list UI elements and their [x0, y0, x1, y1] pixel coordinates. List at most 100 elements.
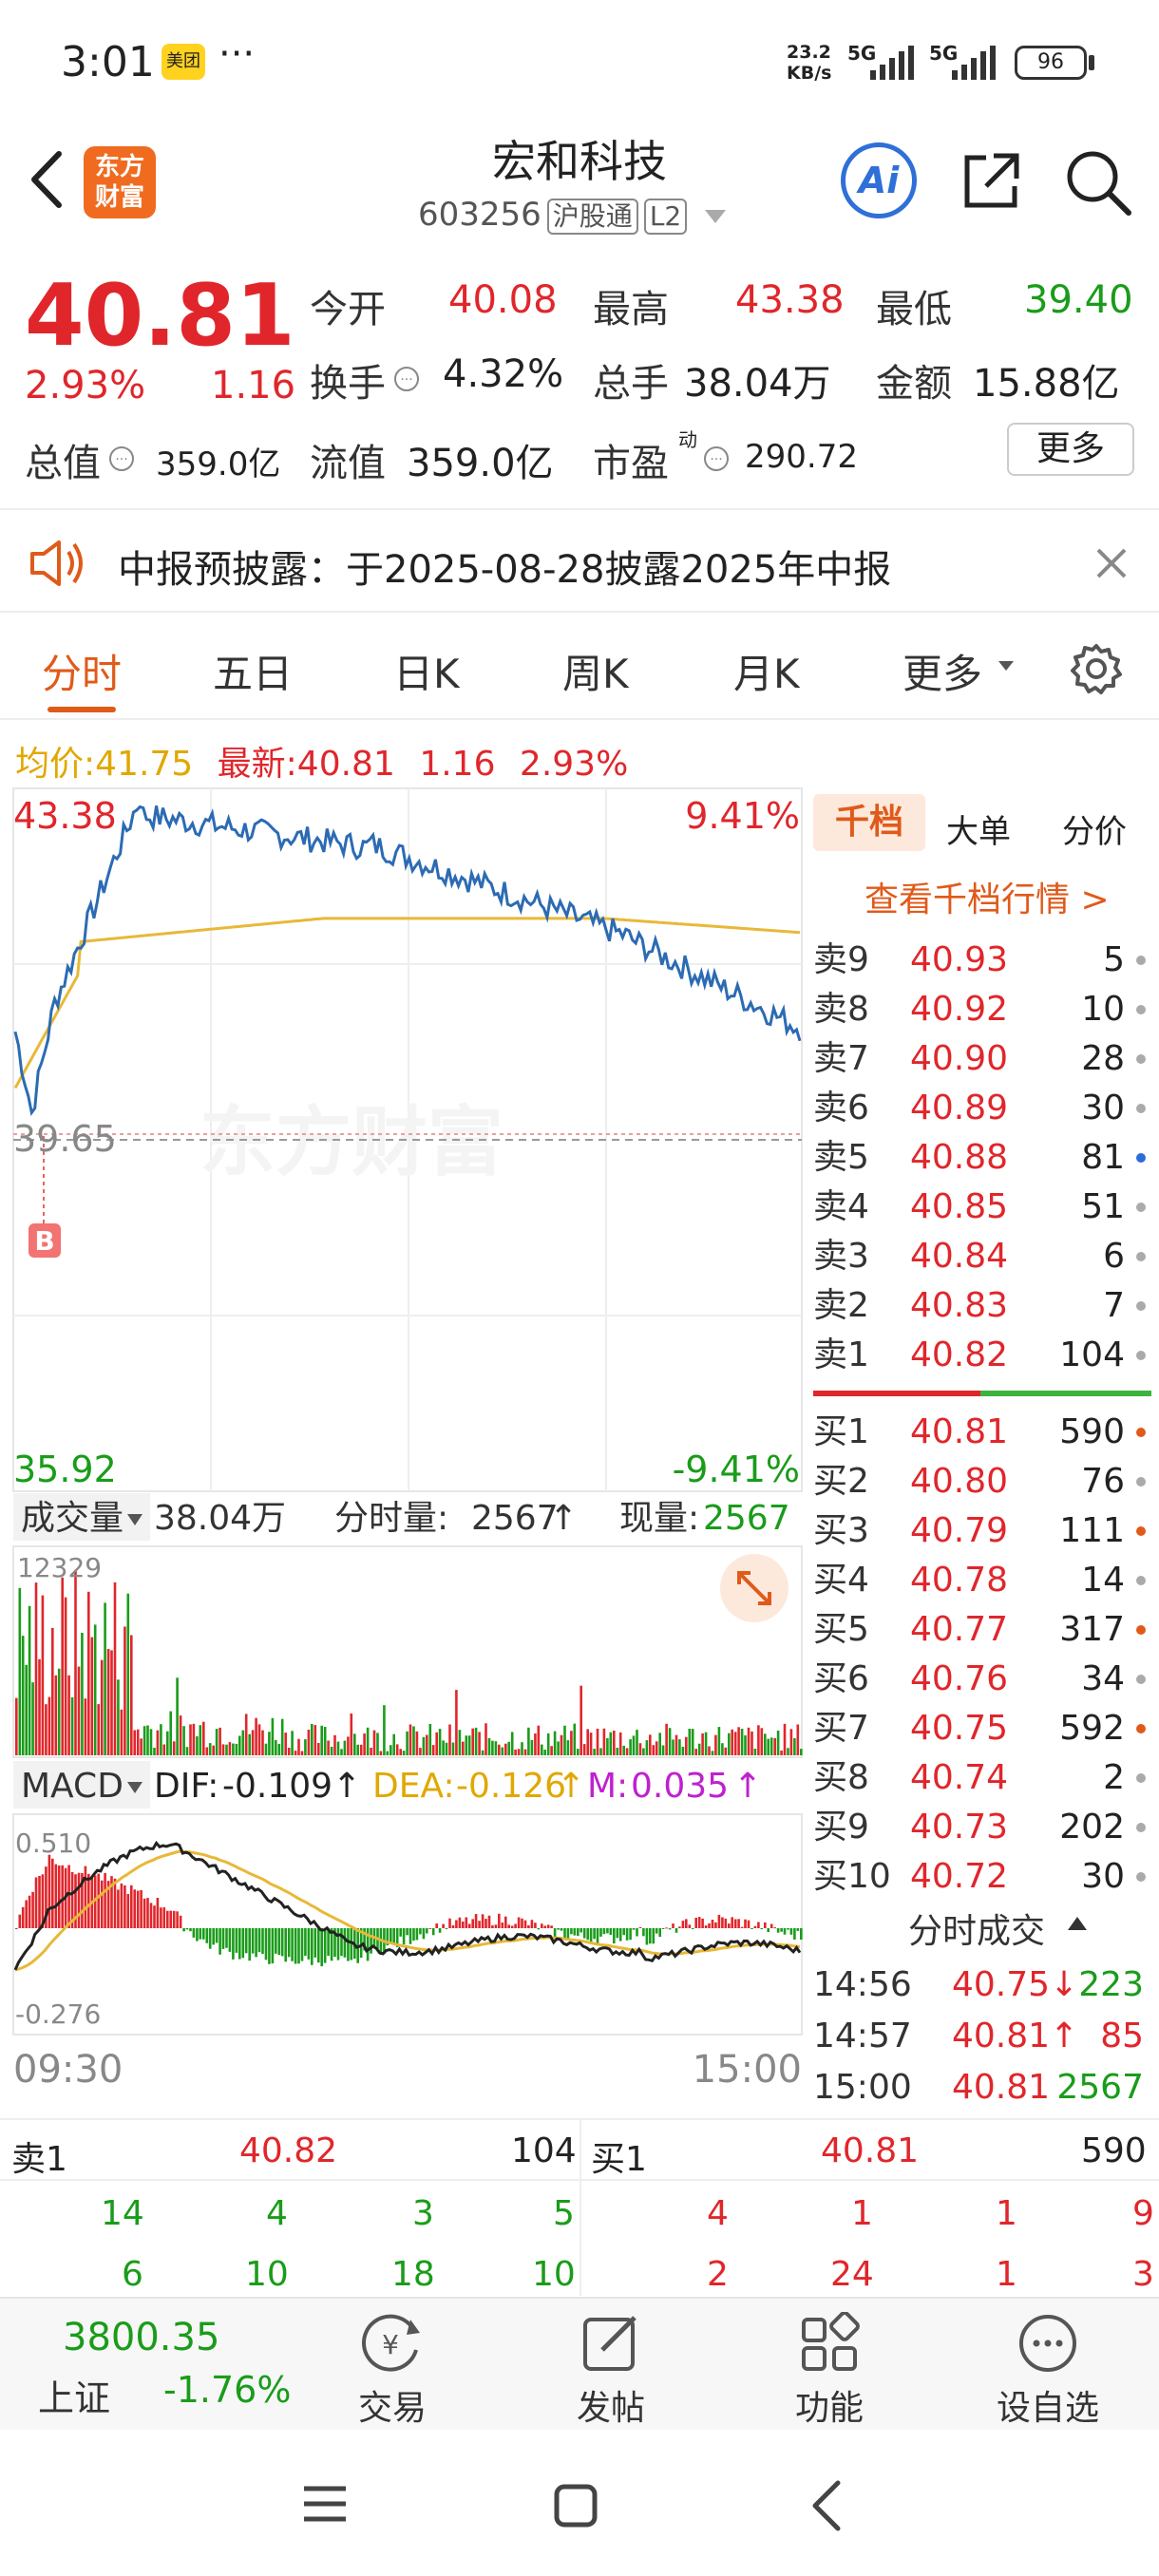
- macd-bar: [235, 1928, 238, 1953]
- bid-row[interactable]: 买4 40.78 14: [813, 1556, 1150, 1605]
- ask-row[interactable]: 卖8 40.92 10: [813, 985, 1150, 1034]
- intraday-chart[interactable]: 东方财富 B 43.38 39.65 35.92 9.41% -9.41% 成交…: [0, 779, 808, 2118]
- share-icon[interactable]: [958, 148, 1024, 215]
- ask-row[interactable]: 卖2 40.83 7: [813, 1281, 1150, 1331]
- index-pct[interactable]: -1.76%: [163, 2369, 292, 2411]
- bid-row[interactable]: 买7 40.75 592: [813, 1704, 1150, 1753]
- search-icon[interactable]: [1064, 148, 1132, 217]
- nav-functions[interactable]: 功能: [794, 2389, 864, 2428]
- volume-bar: [697, 1743, 701, 1755]
- volume-bar: [402, 1751, 406, 1755]
- bid-row[interactable]: 买8 40.74 2: [813, 1753, 1150, 1803]
- nav-trade[interactable]: 交易: [357, 2389, 427, 2428]
- dea-value: -0.126: [456, 1767, 566, 1806]
- pe-info-icon[interactable]: ···: [703, 445, 730, 472]
- bid-dot-icon: [1136, 1724, 1146, 1733]
- volume-bar: [343, 1740, 347, 1755]
- eastmoney-logo[interactable]: 东方 财富: [84, 146, 156, 218]
- macd-bar: [467, 1923, 471, 1928]
- vol-selector-bg[interactable]: [13, 1493, 150, 1541]
- bid-row[interactable]: 买3 40.79 111: [813, 1506, 1150, 1556]
- bid-row[interactable]: 买5 40.77 317: [813, 1605, 1150, 1655]
- ask-row[interactable]: 卖9 40.93 5: [813, 936, 1150, 985]
- volume-bar: [566, 1740, 570, 1755]
- ask-price: 40.93: [910, 940, 1009, 979]
- macd-label[interactable]: MACD: [21, 1767, 124, 1806]
- buy-marker[interactable]: [28, 1223, 61, 1258]
- nav-add-watchlist[interactable]: 设自选: [996, 2389, 1099, 2428]
- volume-bar: [390, 1745, 392, 1755]
- panel-tab-price-dist[interactable]: 分价: [1062, 813, 1127, 851]
- nav-post[interactable]: 发帖: [576, 2389, 645, 2428]
- macd-bar: [510, 1925, 514, 1928]
- tab-intraday[interactable]: 分时: [42, 651, 123, 697]
- volume-bar: [126, 1593, 130, 1755]
- ai-button[interactable]: Ai: [841, 142, 917, 218]
- volume-bar: [694, 1749, 697, 1755]
- notice-bar[interactable]: 中报预披露：于2025-08-28披露2025年中报: [0, 508, 1159, 613]
- trade-icon[interactable]: ¥: [359, 2312, 426, 2375]
- ask-row[interactable]: 卖5 40.88 81: [813, 1133, 1150, 1183]
- trades-label[interactable]: 分时成交: [908, 1912, 1046, 1951]
- macd-bar: [87, 1873, 90, 1928]
- ask-row[interactable]: 卖7 40.90 28: [813, 1034, 1150, 1084]
- vol-label[interactable]: 成交量: [21, 1499, 124, 1538]
- volume-bar: [336, 1741, 340, 1755]
- volume-bar: [21, 1636, 25, 1755]
- more-button[interactable]: 更多: [1007, 423, 1134, 476]
- macd-bar: [244, 1928, 248, 1954]
- home-icon[interactable]: [553, 2483, 598, 2529]
- volume-bar: [530, 1739, 534, 1755]
- macd-bar: [655, 1928, 658, 1934]
- avg-value: 41.75: [95, 745, 194, 784]
- volume-bar: [221, 1744, 225, 1755]
- ask-row[interactable]: 卖1 40.82 104: [813, 1331, 1150, 1380]
- bid-row[interactable]: 买2 40.80 76: [813, 1457, 1150, 1506]
- ask-label: 卖1: [813, 1335, 869, 1374]
- system-back-icon[interactable]: [809, 2479, 844, 2532]
- close-icon[interactable]: [1092, 544, 1130, 582]
- tab-more[interactable]: 更多: [902, 651, 983, 697]
- post-icon[interactable]: [580, 2312, 642, 2375]
- turnover-info-icon[interactable]: ···: [393, 366, 420, 392]
- qiandang-link[interactable]: 查看千档行情 >: [864, 881, 1110, 919]
- index-value[interactable]: 3800.35: [63, 2316, 220, 2359]
- bid-row[interactable]: 买10 40.72 30: [813, 1852, 1150, 1902]
- stock-code-line[interactable]: 603256 沪股通 L2: [418, 196, 728, 235]
- ask-row[interactable]: 卖4 40.85 51: [813, 1183, 1150, 1232]
- add-watchlist-icon[interactable]: [1016, 2312, 1079, 2375]
- mktcap-info-icon[interactable]: ···: [108, 445, 135, 472]
- back-arrow-icon[interactable]: [25, 146, 72, 213]
- vol-max-label: 12329: [17, 1552, 102, 1583]
- volume-bar: [176, 1677, 179, 1755]
- bid-dot-icon: [1136, 1625, 1146, 1635]
- macd-selector-bg[interactable]: [13, 1761, 150, 1809]
- tab-week-k[interactable]: 周K: [562, 651, 629, 697]
- panel-tab-big-order[interactable]: 大单: [946, 813, 1011, 851]
- tab-month-k[interactable]: 月K: [733, 651, 800, 697]
- bid-row[interactable]: 买6 40.76 34: [813, 1655, 1150, 1704]
- ask-row[interactable]: 卖6 40.89 30: [813, 1084, 1150, 1133]
- tab-day-k[interactable]: 日K: [393, 651, 460, 697]
- volume-bar: [15, 1697, 18, 1755]
- macd-bar: [208, 1928, 212, 1949]
- vol-total: 38.04万: [154, 1499, 286, 1538]
- volume-bar: [311, 1724, 314, 1755]
- index-name[interactable]: 上证: [38, 2377, 111, 2419]
- functions-icon[interactable]: [798, 2312, 861, 2375]
- expand-icon: [737, 1571, 771, 1605]
- trades-collapse-icon[interactable]: [1066, 1915, 1089, 1932]
- dif-label: DIF:: [154, 1767, 218, 1806]
- amount-value: 15.88亿: [973, 362, 1120, 406]
- tab-five-day[interactable]: 五日: [213, 651, 294, 697]
- trade-price: 40.81↑: [952, 2017, 1079, 2055]
- bid-row[interactable]: 买1 40.81 590: [813, 1408, 1150, 1457]
- gear-icon[interactable]: [1070, 642, 1123, 695]
- panel-tab-qiandang[interactable]: 千档: [813, 794, 925, 851]
- menu-icon[interactable]: [302, 2483, 348, 2525]
- macd-bar: [359, 1928, 363, 1959]
- volume-bar: [238, 1735, 241, 1755]
- ask-row[interactable]: 卖3 40.84 6: [813, 1232, 1150, 1281]
- avg-price-line: [13, 917, 801, 1089]
- bid-row[interactable]: 买9 40.73 202: [813, 1803, 1150, 1852]
